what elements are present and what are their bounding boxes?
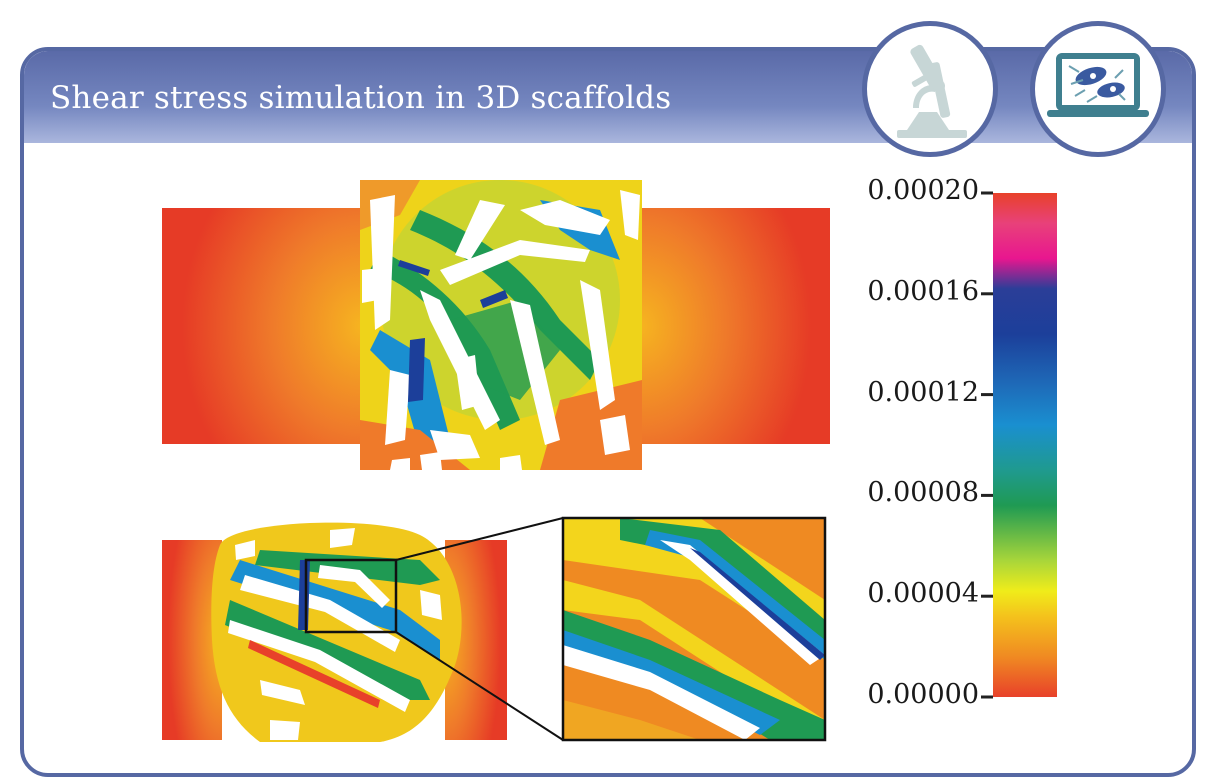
laptop-cells-icon	[1047, 53, 1149, 117]
zoom-inset	[561, 516, 827, 742]
bottom-scaffold-simulation	[162, 517, 564, 742]
header-bar: Shear stress simulation in 3D scaffolds	[24, 51, 1192, 143]
colorbar-tick-label: 0.00000	[867, 679, 979, 710]
microscope-icon	[897, 44, 967, 138]
colorbar-tick-label: 0.00004	[867, 578, 979, 610]
colorbar-tick-label: 0.00008	[867, 477, 979, 509]
top-scaffold-simulation	[162, 180, 830, 470]
colorbar-gradient	[993, 193, 1057, 697]
computer-badge	[1030, 21, 1166, 157]
colorbar-tick-label: 0.00020	[867, 175, 979, 206]
page-title: Shear stress simulation in 3D scaffolds	[50, 80, 672, 116]
colorbar-bar	[993, 193, 1057, 697]
colorbar-ticks	[981, 191, 993, 699]
colorbar	[981, 191, 1057, 699]
colorbar-tick-label: 0.00016	[867, 275, 979, 307]
microscope-badge	[862, 21, 998, 157]
colorbar-tick-label: 0.00012	[867, 376, 979, 408]
